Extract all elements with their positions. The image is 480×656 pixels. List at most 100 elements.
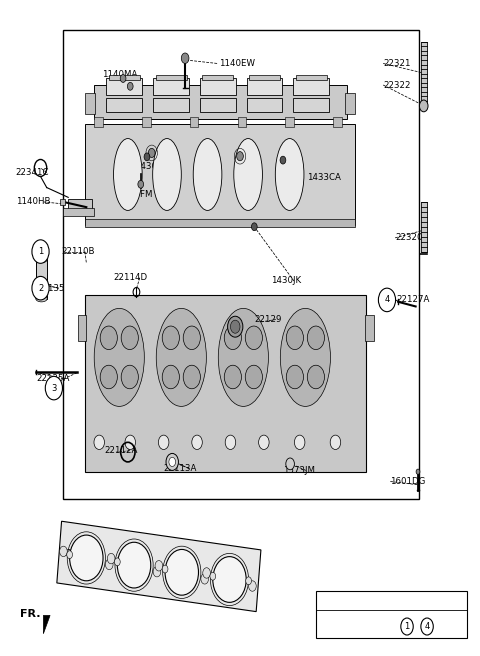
Circle shape [230,320,240,333]
Bar [142,117,151,127]
Bar [345,93,355,113]
Circle shape [286,326,303,350]
Text: 1430JK: 1430JK [271,276,301,285]
Circle shape [259,435,269,449]
Circle shape [280,156,286,164]
Bar [63,30,419,499]
Circle shape [307,365,324,389]
Circle shape [181,53,189,64]
Text: 4: 4 [384,295,390,304]
Circle shape [224,326,241,350]
Circle shape [378,288,396,312]
Bar [247,98,282,112]
Circle shape [153,566,161,577]
Ellipse shape [36,256,47,262]
Circle shape [45,377,62,400]
Circle shape [401,618,413,635]
Text: 4: 4 [424,622,430,631]
Circle shape [138,180,144,188]
Circle shape [183,326,200,350]
Text: 1140FM: 1140FM [118,190,153,199]
Bar [249,75,280,81]
Circle shape [420,100,428,112]
Circle shape [192,435,202,449]
Bar [333,117,342,127]
Text: 1573JM: 1573JM [283,466,315,475]
Text: FR.: FR. [21,609,41,619]
Bar [200,79,236,96]
Text: 1430JB: 1430JB [135,161,166,171]
Bar [153,79,189,96]
Bar [36,259,47,298]
Circle shape [245,365,263,389]
Ellipse shape [193,138,222,211]
Text: 1140MA: 1140MA [102,70,137,79]
Circle shape [162,326,180,350]
Ellipse shape [153,138,181,211]
Bar [421,42,427,100]
Ellipse shape [280,308,330,406]
Bar [190,117,199,127]
Circle shape [245,326,263,350]
Text: 22321: 22321 [383,59,411,68]
Bar [202,75,233,81]
Circle shape [115,558,120,565]
Bar [247,79,282,96]
Circle shape [108,554,115,564]
Circle shape [127,83,133,91]
Bar [63,208,95,216]
Circle shape [155,560,163,571]
Text: 1: 1 [405,622,409,631]
Bar [85,219,355,227]
Circle shape [70,535,103,581]
Circle shape [203,567,210,578]
Circle shape [237,152,243,161]
Circle shape [166,453,179,470]
Ellipse shape [218,308,268,406]
Bar [95,117,103,127]
Circle shape [100,365,117,389]
Text: -: - [414,622,417,631]
Circle shape [330,435,341,449]
Bar [293,79,329,96]
Circle shape [416,469,420,474]
Circle shape [246,577,252,584]
Bar [293,98,329,112]
Bar [156,75,187,81]
Circle shape [225,435,236,449]
Bar [316,591,467,638]
Bar [107,98,142,112]
Circle shape [169,457,176,466]
Text: 22311: 22311 [61,549,88,558]
Ellipse shape [234,138,263,211]
Circle shape [421,618,433,635]
Circle shape [286,458,294,470]
Circle shape [144,153,150,161]
Circle shape [67,551,72,559]
Circle shape [201,573,208,584]
Circle shape [148,148,155,157]
Circle shape [121,365,138,389]
Text: 22320: 22320 [395,234,422,242]
Text: 2: 2 [38,283,43,293]
Circle shape [213,557,246,602]
Bar [68,199,92,211]
Circle shape [120,75,126,83]
Circle shape [252,223,257,231]
Circle shape [228,316,243,337]
Bar [85,123,355,225]
Circle shape [117,543,151,588]
Circle shape [307,326,324,350]
Text: 1140EW: 1140EW [218,59,254,68]
Ellipse shape [36,295,47,302]
Text: NOTE: NOTE [380,596,404,605]
Bar [60,199,65,205]
Circle shape [32,240,49,263]
Circle shape [162,365,180,389]
Circle shape [165,550,199,595]
Text: 22114D: 22114D [114,273,148,282]
Circle shape [125,435,135,449]
Bar [285,117,294,127]
Bar [109,75,140,81]
Text: 1140HB: 1140HB [16,197,50,207]
